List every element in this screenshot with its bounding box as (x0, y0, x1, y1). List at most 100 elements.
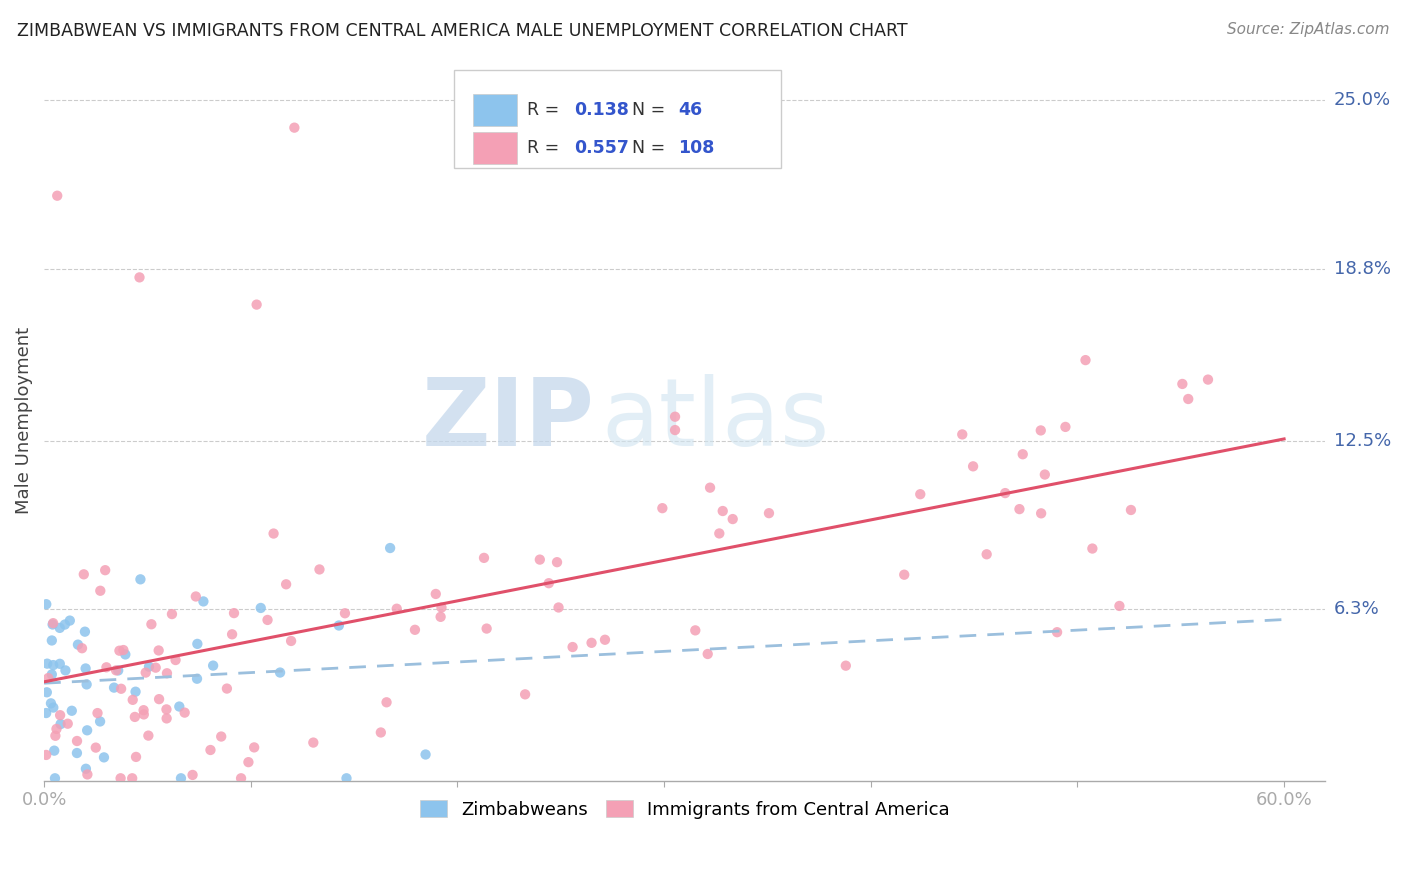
Point (41, 633, 63, 648)
Point (209, 730, 232, 744)
Point (1033, 467, 1056, 482)
Point (200, 743, 222, 757)
Point (758, 506, 780, 520)
Point (44, 744, 66, 758)
Point (404, 623, 426, 637)
Point (44, 772, 66, 786)
Point (35, 747, 58, 762)
Point (112, 643, 135, 657)
Point (37, 671, 59, 685)
Point (35, 706, 58, 720)
Point (699, 481, 721, 495)
Point (124, 710, 146, 724)
Point (186, 672, 208, 686)
Point (66, 746, 89, 760)
Point (709, 526, 731, 541)
Point (664, 423, 686, 437)
Point (110, 681, 132, 696)
Text: 108: 108 (678, 139, 714, 157)
Point (70, 641, 93, 656)
Text: 25.0%: 25.0% (1334, 92, 1391, 110)
Point (53, 617, 76, 632)
Point (721, 512, 744, 526)
Point (202, 658, 225, 673)
Text: 12.5%: 12.5% (1334, 432, 1391, 450)
Point (276, 577, 298, 591)
FancyBboxPatch shape (454, 70, 780, 168)
Point (108, 643, 131, 657)
Point (375, 695, 398, 709)
Point (49, 717, 72, 731)
Point (184, 590, 207, 604)
Point (910, 487, 932, 501)
Point (89, 714, 111, 729)
Point (125, 750, 148, 764)
Text: Source: ZipAtlas.com: Source: ZipAtlas.com (1226, 22, 1389, 37)
Point (160, 607, 183, 621)
Point (55, 664, 77, 678)
Point (429, 610, 451, 624)
Point (173, 706, 195, 720)
Point (89, 583, 111, 598)
Point (835, 658, 858, 673)
Point (49, 657, 72, 671)
Point (114, 648, 136, 662)
Text: ZIP: ZIP (422, 375, 595, 467)
Point (75, 661, 97, 675)
Point (129, 572, 152, 586)
Point (308, 562, 330, 576)
Point (1081, 541, 1104, 556)
Point (121, 693, 143, 707)
Point (513, 687, 536, 701)
Point (651, 501, 673, 516)
Point (186, 637, 208, 651)
Point (378, 541, 401, 555)
Point (335, 772, 357, 786)
Point (45, 722, 67, 736)
Point (156, 666, 179, 681)
Point (42, 658, 65, 673)
Text: atlas: atlas (602, 375, 830, 467)
Point (141, 617, 163, 632)
Point (42, 616, 65, 631)
Point (76, 723, 98, 738)
Point (370, 725, 392, 739)
Point (169, 699, 191, 714)
Point (49, 621, 72, 635)
Text: N =: N = (633, 101, 671, 120)
Point (333, 607, 356, 621)
Point (170, 772, 193, 786)
Point (950, 427, 973, 442)
Point (385, 601, 408, 615)
Point (56, 716, 79, 731)
Point (76, 767, 98, 781)
Point (475, 622, 498, 636)
Point (229, 772, 252, 786)
Y-axis label: Male Unemployment: Male Unemployment (15, 326, 32, 514)
Text: R =: R = (527, 101, 565, 120)
Point (1171, 376, 1194, 391)
Point (1197, 373, 1219, 387)
Point (256, 613, 278, 627)
Point (1008, 502, 1031, 516)
Point (962, 459, 984, 474)
Text: ZIMBABWEAN VS IMMIGRANTS FROM CENTRAL AMERICA MALE UNEMPLOYMENT CORRELATION CHAR: ZIMBABWEAN VS IMMIGRANTS FROM CENTRAL AM… (17, 22, 907, 40)
Point (148, 643, 170, 657)
Point (156, 711, 179, 725)
Point (35, 597, 58, 611)
Point (73, 567, 96, 582)
Point (37, 657, 59, 671)
Point (73, 624, 96, 639)
Point (593, 632, 616, 647)
Point (42, 700, 65, 714)
Point (105, 664, 128, 678)
Point (302, 735, 325, 749)
Text: R =: R = (527, 139, 565, 157)
Point (415, 747, 437, 762)
Point (283, 120, 305, 135)
Point (1031, 506, 1053, 520)
Point (685, 624, 707, 638)
Point (35, 685, 58, 699)
Point (96, 660, 118, 674)
Point (1074, 353, 1097, 368)
